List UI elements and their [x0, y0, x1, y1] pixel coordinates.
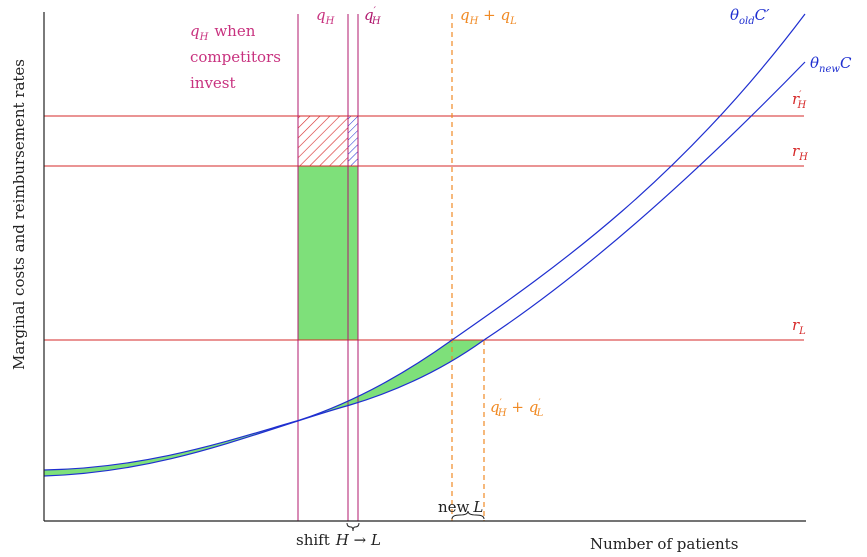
competitors-label-line2: competitors: [190, 48, 281, 66]
competitors-label-line3: invest: [190, 74, 236, 92]
new-l-brace: [451, 510, 485, 520]
cost-old-label: θoldC′: [730, 6, 770, 27]
rh-label: rH: [792, 142, 808, 163]
cost-curve-old: [43, 13, 806, 471]
new-l-label: new L: [438, 498, 483, 516]
red-hatch-rect: [298, 116, 348, 166]
sum-label-bottom: q′ H + q′ L: [490, 398, 544, 419]
cost-curve-new: [43, 61, 806, 477]
shift-label: shift H → L: [296, 531, 381, 549]
qh-prime-label: q′ H: [364, 6, 381, 27]
profit-gain-rect: [298, 166, 358, 340]
rl-label: rL: [792, 316, 806, 337]
x-axis-label: Number of patients: [590, 535, 738, 553]
qh-label: qH: [316, 6, 335, 27]
competitors-label-line1: qH when: [190, 22, 256, 43]
cost-new-label: θnewC: [810, 54, 852, 75]
shift-brace: [346, 522, 360, 532]
y-axis-label: Marginal costs and reimbursement rates: [10, 59, 28, 370]
rh-prime-label: r′ H: [792, 90, 806, 111]
cost-gap-area: [44, 340, 484, 476]
sum-label-top: qH + qL: [460, 6, 517, 27]
blue-hatch-rect: [348, 116, 358, 166]
